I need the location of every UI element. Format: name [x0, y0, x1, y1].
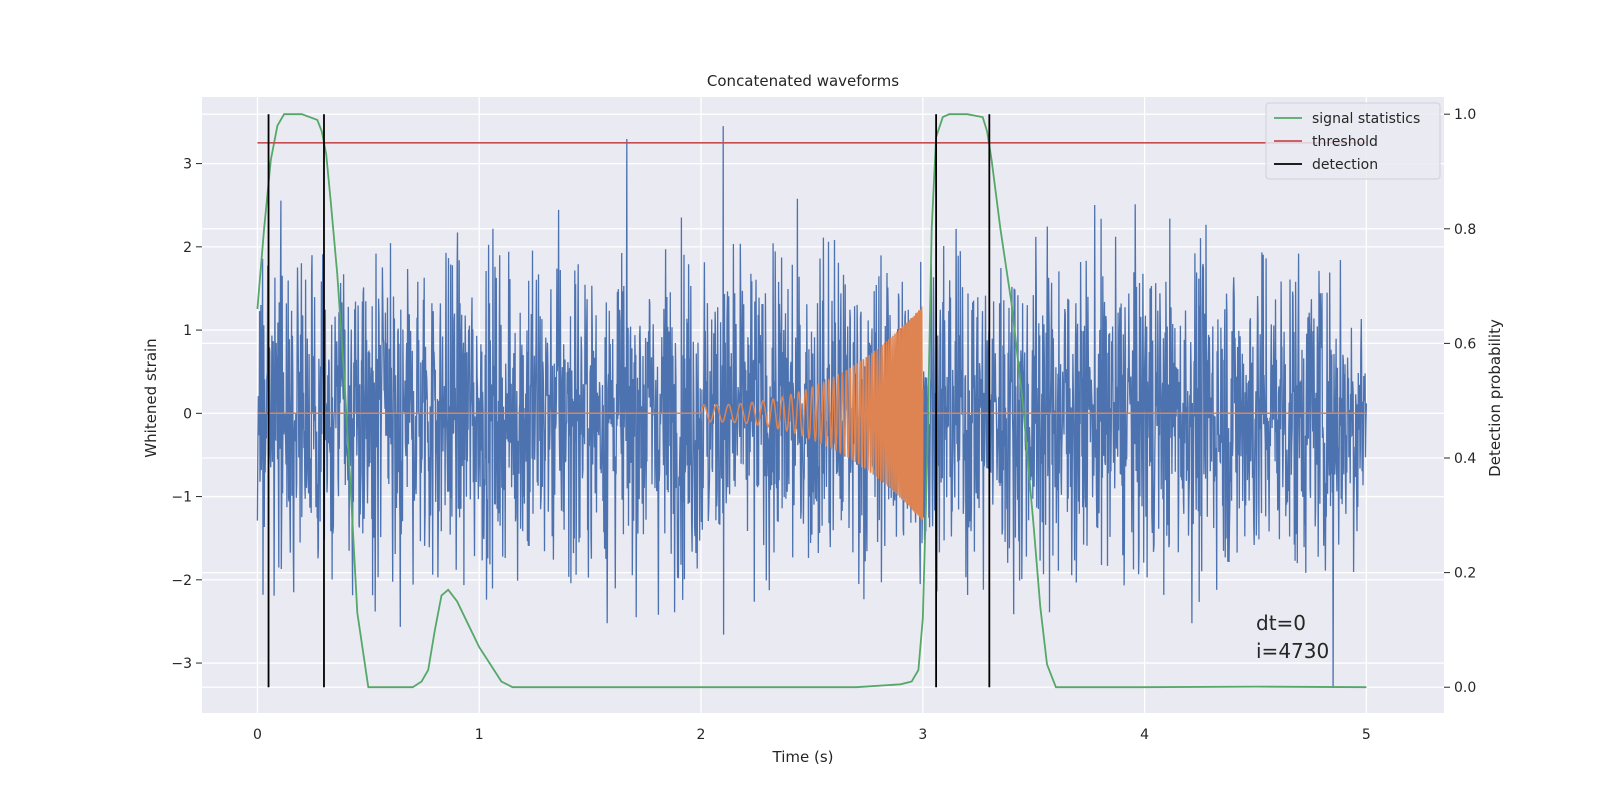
y2-tick-label-3: 0.6	[1454, 336, 1476, 352]
y2-axis-label: Detection probability	[1486, 319, 1504, 477]
y2-tick-label-0: 0.0	[1454, 680, 1476, 696]
noise-series-line	[256, 126, 1368, 689]
y-tick-label-6: 3	[183, 157, 192, 173]
y2-tick-label-1: 0.2	[1454, 566, 1476, 582]
plot-content	[256, 113, 1368, 689]
chart-title: Concatenated waveforms	[707, 72, 899, 90]
x-tick-label-0: 0	[253, 727, 262, 743]
x-tick-label-3: 3	[918, 727, 927, 743]
data-layer	[256, 113, 1368, 689]
annotation-i: i=4730	[1256, 639, 1329, 663]
y2-tick-label-5: 1.0	[1454, 107, 1476, 123]
legend-box	[1265, 102, 1441, 180]
y-tick-label-2: −1	[171, 490, 192, 506]
y-tick-label-5: 2	[183, 240, 192, 256]
x-tick-label-4: 4	[1140, 727, 1149, 743]
y2-tick-label-2: 0.4	[1454, 451, 1476, 467]
y-tick-label-4: 1	[183, 323, 192, 339]
y-tick-label-1: −2	[171, 573, 192, 589]
y-tick-label-3: 0	[183, 406, 192, 422]
y2-tick-label-4: 0.8	[1454, 222, 1476, 238]
axes: 0 1 2 3 4 5 −3 −2 −1 0 1 2 3 0.0 0.2 0.4 0.6 0.8 1.0	[171, 107, 1476, 743]
annotation-group: dt=0 i=4730	[1256, 611, 1329, 663]
legend-label-2: detection	[1312, 157, 1378, 173]
legend-label-1: threshold	[1312, 134, 1378, 150]
signal-statistics-line	[256, 113, 1367, 689]
y-tick-label-0: −3	[171, 656, 192, 672]
x-tick-label-5: 5	[1362, 727, 1371, 743]
x-tick-label-2: 2	[697, 727, 706, 743]
x-tick-label-1: 1	[475, 727, 484, 743]
annotation-dt: dt=0	[1256, 611, 1306, 635]
legend: signal statistics threshold detection	[1265, 102, 1441, 180]
x-axis-label: Time (s)	[772, 748, 834, 766]
y-axis-label: Whitened strain	[142, 338, 160, 457]
chirp-series-line	[257, 306, 1367, 520]
legend-label-0: signal statistics	[1312, 111, 1420, 127]
